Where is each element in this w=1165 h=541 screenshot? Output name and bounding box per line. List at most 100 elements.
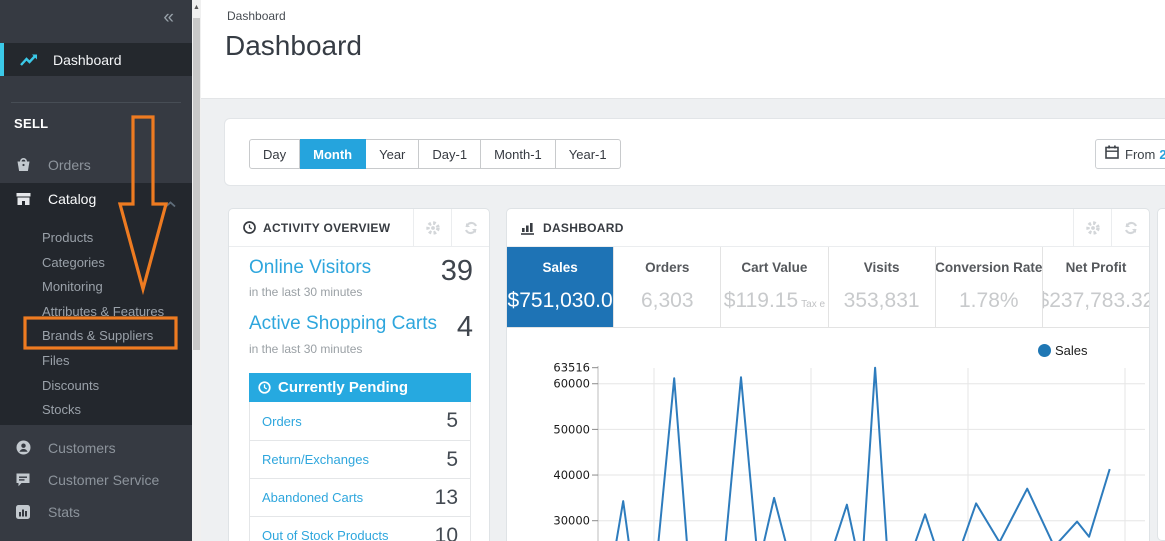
scrollbar-thumb[interactable]	[193, 18, 200, 350]
sidebar: « Dashboard SELL Orders Catalog	[0, 0, 192, 541]
range-button-year-1[interactable]: Year-1	[555, 139, 621, 169]
dashboard-panel-tools	[1073, 209, 1149, 247]
sidebar-item-stats[interactable]: Stats	[0, 496, 192, 527]
pending-row-value: 10	[434, 523, 458, 541]
active-carts-row: Active Shopping Carts 4	[249, 313, 473, 342]
kpi-label: Cart Value	[741, 260, 808, 275]
settings-gear-icon[interactable]	[1073, 209, 1111, 247]
sidebar-subitem-discounts[interactable]: Discounts	[42, 377, 100, 393]
sales-line-chart: 63516 60000 50000 40000 30000	[553, 361, 1145, 541]
y-axis-tick-label: 60000	[553, 377, 590, 391]
kpi-value: $237,783.32	[1041, 289, 1150, 312]
kpi-value: $119.15 Tax e	[723, 289, 826, 312]
sidebar-divider	[11, 102, 181, 103]
activity-panel-header: ACTIVITY OVERVIEW	[229, 209, 489, 247]
kpi-label: Sales	[542, 260, 578, 275]
sidebar-subitem-products[interactable]: Products	[42, 230, 94, 245]
chat-bubble-icon	[14, 472, 32, 488]
pending-row[interactable]: Return/Exchanges 5	[250, 440, 470, 478]
active-carts-value: 4	[456, 311, 473, 343]
kpi-value: $751,030.0	[507, 289, 613, 312]
sidebar-subitem-attributes-features[interactable]: Attributes & Features	[42, 303, 165, 319]
kpi-tab-orders[interactable]: Orders 6,303	[613, 247, 721, 327]
range-button-month[interactable]: Month	[300, 139, 367, 169]
legend-dot-icon	[1038, 344, 1051, 357]
sidebar-subitem-stocks[interactable]: Stocks	[42, 402, 82, 418]
sidebar-subitem-monitoring[interactable]: Monitoring	[42, 279, 103, 295]
sidebar-item-dashboard[interactable]: Dashboard	[0, 43, 192, 76]
refresh-icon[interactable]	[1111, 209, 1149, 247]
catalog-submenu: Products Categories Monitoring Attributes &…	[0, 226, 192, 423]
sidebar-subitem-categories[interactable]: Categories	[42, 254, 105, 270]
sales-series-line	[615, 366, 1111, 541]
kpi-value: 353,831	[843, 289, 920, 312]
sidebar-subitem-files[interactable]: Files	[42, 352, 70, 368]
breadcrumb[interactable]: Dashboard	[227, 9, 286, 23]
sidebar-item-customers[interactable]: Customers	[0, 432, 192, 463]
kpi-tab-cart-value[interactable]: Cart Value $119.15 Tax e	[720, 247, 828, 327]
scrollbar-up-arrow[interactable]: ▲	[193, 4, 200, 11]
range-button-year[interactable]: Year	[366, 139, 420, 169]
sidebar-item-catalog[interactable]: Catalog	[0, 184, 192, 214]
cutoff-panel	[1157, 208, 1165, 541]
kpi-tab-visits[interactable]: Visits 353,831	[827, 247, 935, 327]
pending-row[interactable]: Abandoned Carts 13	[250, 478, 470, 516]
date-range-button-group: Day Month Year Day-1 Month-1 Year-1	[249, 139, 621, 169]
sidebar-catalog-section: Catalog Products Categories Monitoring Attr…	[0, 183, 192, 425]
chart-icon	[521, 222, 534, 235]
collapse-sidebar-icon[interactable]: «	[163, 7, 174, 28]
refresh-icon[interactable]	[451, 209, 489, 247]
kpi-tab-sales[interactable]: Sales $751,030.0	[507, 247, 614, 327]
sidebar-item-label: Stats	[48, 503, 80, 520]
pending-row[interactable]: Orders 5	[250, 402, 470, 440]
from-label: From	[1125, 146, 1156, 162]
sidebar-item-customer-service[interactable]: Customer Service	[0, 464, 192, 495]
vertical-scrollbar[interactable]: ▲	[192, 0, 201, 541]
pending-row-value: 13	[434, 485, 458, 509]
pending-row-label[interactable]: Return/Exchanges	[262, 452, 369, 467]
settings-gear-icon[interactable]	[413, 209, 451, 247]
from-date-button[interactable]: From 20	[1095, 139, 1165, 169]
from-date-value: 20	[1159, 146, 1165, 162]
pending-row-label[interactable]: Abandoned Carts	[262, 490, 364, 505]
legend-label: Sales	[1055, 343, 1088, 358]
pending-row[interactable]: Out of Stock Products 10	[250, 516, 470, 541]
online-visitors-subtitle: in the last 30 minutes	[249, 285, 363, 299]
kpi-tab-net-profit[interactable]: Net Profit $237,783.32	[1041, 247, 1150, 327]
sidebar-subitem-brands-suppliers[interactable]: Brands & Suppliers	[42, 328, 154, 344]
y-axis-tick-label: 63516	[553, 361, 590, 375]
pending-row-value: 5	[446, 409, 458, 432]
online-visitors-value: 39	[440, 255, 473, 287]
sidebar-section-sell: SELL	[14, 116, 49, 131]
chevron-up-icon[interactable]	[165, 195, 176, 213]
clock-icon	[258, 381, 271, 394]
activity-overview-panel: ACTIVITY OVERVIEW Online Visitors 39 in …	[228, 208, 490, 541]
pending-row-value: 5	[446, 447, 458, 471]
pending-list: Orders 5 Return/Exchanges 5 Abandoned Carts 1…	[249, 402, 471, 541]
pending-row-label[interactable]: Out of Stock Products	[262, 528, 389, 541]
pending-row-label[interactable]: Orders	[262, 413, 302, 429]
person-icon	[14, 439, 32, 456]
sidebar-top: «	[0, 0, 192, 40]
chart-legend[interactable]: Sales	[1038, 343, 1088, 358]
range-button-day-1[interactable]: Day-1	[419, 139, 482, 169]
kpi-tab-conversion-rate[interactable]: Conversion Rate 1.78%	[934, 247, 1042, 327]
active-carts-subtitle: in the last 30 minutes	[249, 342, 363, 356]
kpi-tab-row: Sales $751,030.0 Orders 6,303 Cart Value $119…	[507, 247, 1150, 328]
y-axis-tick-label: 30000	[553, 514, 590, 528]
clock-icon	[243, 221, 256, 234]
dashboard-panel-header: DASHBOARD	[507, 209, 1149, 247]
sidebar-item-orders[interactable]: Orders	[0, 149, 192, 180]
activity-panel-title: ACTIVITY OVERVIEW	[243, 221, 390, 235]
kpi-label: Visits	[863, 260, 900, 275]
y-axis-tick-label: 40000	[553, 468, 590, 482]
kpi-label: Conversion Rate	[935, 260, 1042, 275]
online-visitors-link[interactable]: Online Visitors	[249, 257, 372, 278]
range-button-month-1[interactable]: Month-1	[481, 139, 556, 169]
kpi-value: 1.78%	[959, 289, 1019, 312]
range-button-day[interactable]: Day	[249, 139, 301, 169]
active-carts-link[interactable]: Active Shopping Carts	[249, 313, 437, 334]
sidebar-item-label: Customer Service	[48, 471, 160, 488]
